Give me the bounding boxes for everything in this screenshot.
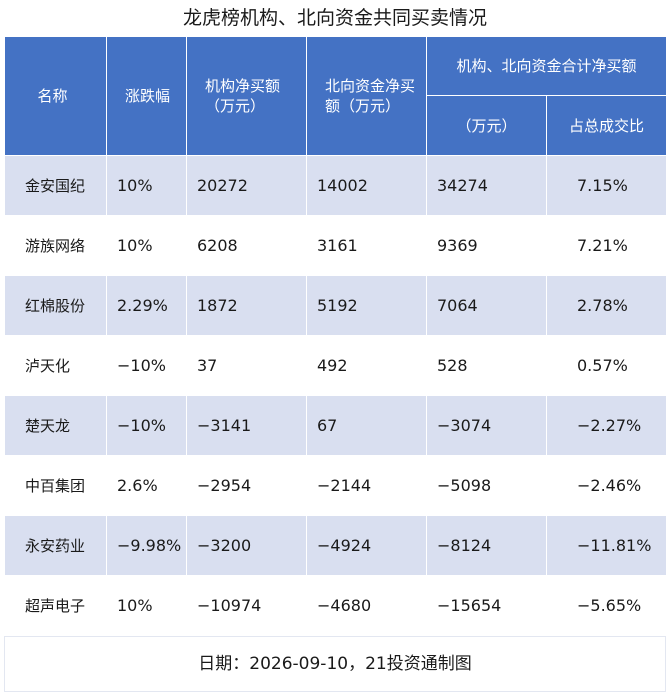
- cell-change: 10%: [106, 575, 187, 636]
- column-header-combined-group: 机构、北向资金合计净买额: [425, 36, 668, 96]
- cell-northbound-net: 3161: [306, 215, 427, 276]
- cell-northbound-net: 14002: [306, 155, 427, 216]
- cell-share: −2.27%: [545, 395, 668, 456]
- table-row: 永安药业 −9.98% −3200 −4924 −8124 −11.81%: [4, 515, 668, 576]
- cell-northbound-net: −2144: [306, 455, 427, 516]
- cell-combined: 528: [426, 335, 547, 396]
- table-title: 龙虎榜机构、北向资金共同买卖情况: [182, 7, 487, 29]
- column-header-institution-net-label: 机构净买额（万元）: [205, 77, 281, 115]
- cell-combined: −15654: [426, 575, 547, 636]
- cell-share: −11.81%: [545, 515, 668, 576]
- cell-change: −10%: [106, 395, 187, 456]
- table-row: 中百集团 2.6% −2954 −2144 −5098 −2.46%: [4, 455, 668, 516]
- cell-name: 永安药业: [4, 515, 107, 576]
- cell-institution-net: 1872: [186, 275, 307, 336]
- cell-share: 0.57%: [545, 335, 668, 396]
- cell-name: 超声电子: [4, 575, 107, 636]
- cell-change: 10%: [106, 155, 187, 216]
- cell-change: 2.29%: [106, 275, 187, 336]
- cell-northbound-net: −4924: [306, 515, 427, 576]
- cell-name: 中百集团: [4, 455, 107, 516]
- column-header-institution-net: 机构净买额（万元）: [186, 36, 307, 156]
- table-row: 楚天龙 −10% −3141 67 −3074 −2.27%: [4, 395, 668, 456]
- cell-name: 红棉股份: [4, 275, 107, 336]
- cell-change: 10%: [106, 215, 187, 276]
- cell-change: 2.6%: [106, 455, 187, 516]
- cell-share: 2.78%: [545, 275, 668, 336]
- column-header-share: 占总成交比: [545, 95, 668, 156]
- cell-combined: 34274: [426, 155, 547, 216]
- column-header-change: 涨跌幅: [106, 36, 187, 156]
- cell-combined: 9369: [426, 215, 547, 276]
- cell-name: 游族网络: [4, 215, 107, 276]
- cell-combined: −8124: [426, 515, 547, 576]
- cell-change: −10%: [106, 335, 187, 396]
- table-row: 红棉股份 2.29% 1872 5192 7064 2.78%: [4, 275, 668, 336]
- column-header-northbound-net: 北向资金净买额（万元）: [306, 36, 427, 156]
- column-header-northbound-net-label: 北向资金净买额（万元）: [325, 77, 416, 115]
- cell-institution-net: −3200: [186, 515, 307, 576]
- table-row: 游族网络 10% 6208 3161 9369 7.21%: [4, 215, 668, 276]
- cell-institution-net: −10974: [186, 575, 307, 636]
- column-header-name: 名称: [4, 36, 107, 156]
- cell-institution-net: 6208: [186, 215, 307, 276]
- cell-northbound-net: 5192: [306, 275, 427, 336]
- cell-institution-net: −2954: [186, 455, 307, 516]
- table-row: 金安国纪 10% 20272 14002 34274 7.15%: [4, 155, 668, 216]
- cell-institution-net: 20272: [186, 155, 307, 216]
- cell-combined: 7064: [426, 275, 547, 336]
- footer-source-note: 日期：2026-09-10，21投资通制图: [4, 636, 666, 692]
- cell-combined: −3074: [426, 395, 547, 456]
- column-header-combined-group-label: 机构、北向资金合计净买额: [456, 57, 637, 75]
- cell-share: 7.21%: [545, 215, 668, 276]
- cell-share: 7.15%: [545, 155, 668, 216]
- cell-share: −2.46%: [545, 455, 668, 516]
- cell-share: −5.65%: [545, 575, 668, 636]
- cell-change: −9.98%: [106, 515, 187, 576]
- cell-northbound-net: 492: [306, 335, 427, 396]
- cell-name: 楚天龙: [4, 395, 107, 456]
- column-header-combined-amount: （万元）: [426, 95, 547, 156]
- cell-northbound-net: −4680: [306, 575, 427, 636]
- cell-name: 泸天化: [4, 335, 107, 396]
- cell-name: 金安国纪: [4, 155, 107, 216]
- cell-combined: −5098: [426, 455, 547, 516]
- cell-northbound-net: 67: [306, 395, 427, 456]
- cell-institution-net: −3141: [186, 395, 307, 456]
- table-row: 泸天化 −10% 37 492 528 0.57%: [4, 335, 668, 396]
- data-table: 名称 涨跌幅 机构净买额（万元） 北向资金净买额（万元） 机构、北向资金合计净买…: [4, 36, 668, 636]
- cell-institution-net: 37: [186, 335, 307, 396]
- table-row: 超声电子 10% −10974 −4680 −15654 −5.65%: [4, 575, 668, 636]
